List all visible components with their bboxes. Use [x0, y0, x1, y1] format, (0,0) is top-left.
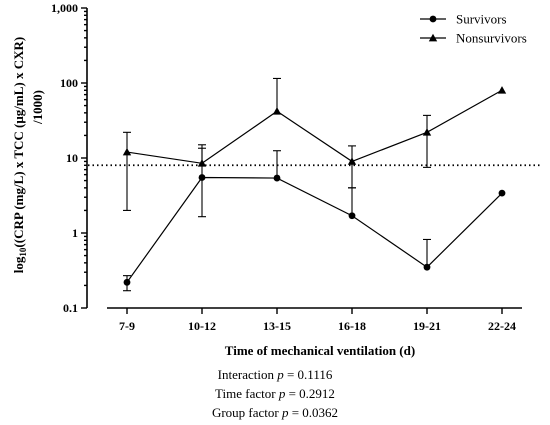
y-tick-label: 10 [66, 151, 78, 165]
legend-layer: Survivors Nonsurvivors [420, 12, 527, 46]
group-factor-value: = 0.0362 [288, 405, 339, 420]
y-axis-title-line2: /1000) [30, 90, 45, 125]
stats-block: Interaction p = 0.1116 Time factor p = 0… [0, 365, 550, 422]
axes-layer: 0.1 1 10 100 1,000 7-9 10-12 13-15 16-18 19-21 22-… [51, 1, 522, 333]
interaction-stat: Interaction p = 0.1116 [0, 365, 550, 384]
y-tick-label: 100 [60, 76, 78, 90]
y-tick-label: 0.1 [63, 301, 78, 315]
x-tick-label: 13-15 [263, 319, 291, 333]
x-tick-label: 7-9 [119, 319, 135, 333]
time-factor-stat: Time factor p = 0.2912 [0, 384, 550, 403]
series-point-circle [429, 15, 437, 23]
series-point-circle [423, 263, 431, 271]
time-factor-value: = 0.2912 [285, 386, 335, 401]
group-factor-label: Group factor [211, 405, 282, 420]
series-point-triangle [428, 33, 438, 42]
legend-item-nonsurvivors: Nonsurvivors [420, 31, 527, 46]
x-tick-label: 19-21 [413, 319, 441, 333]
series-point-circle [123, 278, 131, 286]
y-axis-title-line1: log10((CRP (mg/L) x TCC (μg/mL) x CXR) [11, 37, 28, 273]
series-nonsurvivors [122, 77, 507, 211]
y-tick-label: 1,000 [51, 1, 78, 15]
y-tick-label: 1 [72, 226, 78, 240]
series-line [126, 176, 503, 283]
series-point-circle [273, 174, 281, 182]
group-factor-p-symbol: p [281, 405, 289, 420]
interaction-p-symbol: p [277, 367, 284, 382]
x-tick-label: 16-18 [338, 319, 366, 333]
series-point-triangle [347, 157, 357, 165]
series-point-circle [498, 189, 506, 197]
chart: 0.1 1 10 100 1,000 7-9 10-12 13-15 16-18 19-21 22-… [11, 1, 540, 358]
series-survivors [123, 144, 506, 292]
interaction-value: = 0.1116 [283, 367, 333, 382]
series-point-circle [348, 212, 356, 220]
data-layer [122, 77, 507, 292]
series-line [126, 89, 503, 164]
x-tick-label: 10-12 [188, 319, 216, 333]
group-factor-stat: Group factor p = 0.0362 [0, 403, 550, 422]
legend-item-survivors: Survivors [420, 12, 507, 27]
series-point-triangle [272, 107, 282, 115]
time-factor-p-symbol: p [278, 386, 286, 401]
legend-label: Nonsurvivors [456, 31, 527, 46]
x-tick-label: 22-24 [488, 319, 516, 333]
series-point-triangle [197, 159, 207, 167]
legend-label: Survivors [456, 12, 507, 27]
time-factor-label: Time factor [215, 386, 279, 401]
series-point-triangle [497, 86, 507, 94]
x-axis-title: Time of mechanical ventilation (d) [225, 343, 415, 358]
series-point-triangle [122, 147, 132, 156]
y-axis-title: log10((CRP (mg/L) x TCC (μg/mL) x CXR) /… [11, 37, 45, 273]
series-point-triangle [422, 128, 432, 136]
series-point-circle [198, 174, 206, 181]
interaction-label: Interaction [217, 367, 278, 382]
